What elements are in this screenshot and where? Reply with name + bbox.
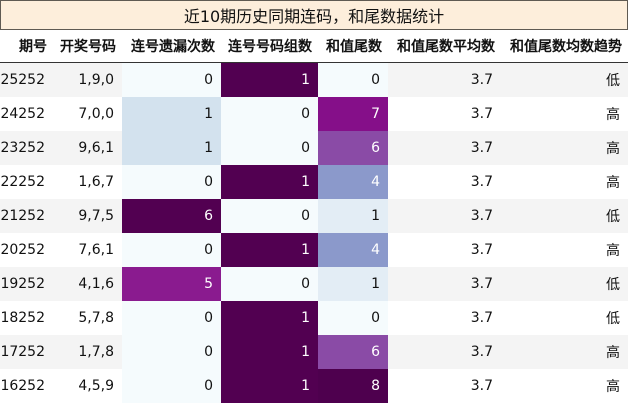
numbers-cell: 1,9,0 bbox=[53, 62, 122, 97]
table-row: 22252 1,6,7 0 1 4 3.7 高 bbox=[0, 165, 628, 199]
groups-cell: 1 bbox=[221, 62, 318, 97]
trend-cell: 低 bbox=[501, 199, 628, 233]
avg-cell: 3.7 bbox=[388, 335, 501, 369]
issue-cell: 19252 bbox=[0, 267, 53, 301]
table-body: 25252 1,9,0 0 1 0 3.7 低 24252 7,0,0 1 0 7 3.7 高 23252 9… bbox=[0, 62, 628, 403]
gap-cell: 0 bbox=[122, 369, 221, 403]
groups-cell: 1 bbox=[221, 233, 318, 267]
trend-cell: 低 bbox=[501, 267, 628, 301]
groups-cell: 1 bbox=[221, 369, 318, 403]
issue-cell: 24252 bbox=[0, 97, 53, 131]
numbers-cell: 4,5,9 bbox=[53, 369, 122, 403]
avg-cell: 3.7 bbox=[388, 97, 501, 131]
avg-cell: 3.7 bbox=[388, 165, 501, 199]
trend-cell: 高 bbox=[501, 131, 628, 165]
tail-cell: 7 bbox=[318, 97, 388, 131]
avg-cell: 3.7 bbox=[388, 199, 501, 233]
numbers-cell: 7,0,0 bbox=[53, 97, 122, 131]
numbers-cell: 7,6,1 bbox=[53, 233, 122, 267]
numbers-cell: 5,7,8 bbox=[53, 301, 122, 335]
tail-cell: 6 bbox=[318, 335, 388, 369]
issue-cell: 25252 bbox=[0, 62, 53, 97]
numbers-cell: 9,7,5 bbox=[53, 199, 122, 233]
issue-cell: 21252 bbox=[0, 199, 53, 233]
gap-cell: 1 bbox=[122, 97, 221, 131]
gap-cell: 1 bbox=[122, 131, 221, 165]
table-row: 19252 4,1,6 5 0 1 3.7 低 bbox=[0, 267, 628, 301]
issue-cell: 22252 bbox=[0, 165, 53, 199]
table-row: 24252 7,0,0 1 0 7 3.7 高 bbox=[0, 97, 628, 131]
issue-cell: 16252 bbox=[0, 369, 53, 403]
avg-cell: 3.7 bbox=[388, 62, 501, 97]
table-row: 16252 4,5,9 0 1 8 3.7 高 bbox=[0, 369, 628, 403]
table-title: 近10期历史同期连码，和尾数据统计 bbox=[0, 0, 628, 30]
table-row: 17252 1,7,8 0 1 6 3.7 高 bbox=[0, 335, 628, 369]
numbers-cell: 1,6,7 bbox=[53, 165, 122, 199]
numbers-cell: 9,6,1 bbox=[53, 131, 122, 165]
groups-cell: 1 bbox=[221, 301, 318, 335]
issue-cell: 17252 bbox=[0, 335, 53, 369]
tail-cell: 0 bbox=[318, 62, 388, 97]
header-numbers: 开奖号码 bbox=[53, 30, 122, 63]
header-trend: 和值尾数均数趋势 bbox=[501, 30, 628, 63]
table-row: 25252 1,9,0 0 1 0 3.7 低 bbox=[0, 62, 628, 97]
header-tail: 和值尾数 bbox=[318, 30, 388, 63]
tail-cell: 6 bbox=[318, 131, 388, 165]
groups-cell: 0 bbox=[221, 131, 318, 165]
gap-cell: 0 bbox=[122, 62, 221, 97]
avg-cell: 3.7 bbox=[388, 233, 501, 267]
issue-cell: 23252 bbox=[0, 131, 53, 165]
table-row: 21252 9,7,5 6 0 1 3.7 低 bbox=[0, 199, 628, 233]
trend-cell: 高 bbox=[501, 97, 628, 131]
gap-cell: 5 bbox=[122, 267, 221, 301]
issue-cell: 20252 bbox=[0, 233, 53, 267]
header-issue: 期号 bbox=[0, 30, 53, 63]
table-row: 20252 7,6,1 0 1 4 3.7 高 bbox=[0, 233, 628, 267]
table-row: 23252 9,6,1 1 0 6 3.7 高 bbox=[0, 131, 628, 165]
header-gap: 连号遗漏次数 bbox=[122, 30, 221, 63]
gap-cell: 6 bbox=[122, 199, 221, 233]
groups-cell: 1 bbox=[221, 165, 318, 199]
stats-table: 期号 开奖号码 连号遗漏次数 连号号码组数 和值尾数 和值尾数平均数 和值尾数均… bbox=[0, 30, 628, 403]
trend-cell: 高 bbox=[501, 165, 628, 199]
avg-cell: 3.7 bbox=[388, 131, 501, 165]
groups-cell: 0 bbox=[221, 97, 318, 131]
numbers-cell: 1,7,8 bbox=[53, 335, 122, 369]
trend-cell: 高 bbox=[501, 369, 628, 403]
trend-cell: 高 bbox=[501, 233, 628, 267]
table-row: 18252 5,7,8 0 1 0 3.7 低 bbox=[0, 301, 628, 335]
avg-cell: 3.7 bbox=[388, 369, 501, 403]
numbers-cell: 4,1,6 bbox=[53, 267, 122, 301]
gap-cell: 0 bbox=[122, 165, 221, 199]
tail-cell: 0 bbox=[318, 301, 388, 335]
avg-cell: 3.7 bbox=[388, 301, 501, 335]
trend-cell: 高 bbox=[501, 335, 628, 369]
tail-cell: 1 bbox=[318, 199, 388, 233]
tail-cell: 4 bbox=[318, 165, 388, 199]
header-row: 期号 开奖号码 连号遗漏次数 连号号码组数 和值尾数 和值尾数平均数 和值尾数均… bbox=[0, 30, 628, 63]
gap-cell: 0 bbox=[122, 301, 221, 335]
trend-cell: 低 bbox=[501, 62, 628, 97]
tail-cell: 1 bbox=[318, 267, 388, 301]
groups-cell: 0 bbox=[221, 267, 318, 301]
issue-cell: 18252 bbox=[0, 301, 53, 335]
tail-cell: 4 bbox=[318, 233, 388, 267]
groups-cell: 1 bbox=[221, 335, 318, 369]
header-groups: 连号号码组数 bbox=[221, 30, 318, 63]
trend-cell: 低 bbox=[501, 301, 628, 335]
gap-cell: 0 bbox=[122, 335, 221, 369]
header-avg: 和值尾数平均数 bbox=[388, 30, 501, 63]
avg-cell: 3.7 bbox=[388, 267, 501, 301]
groups-cell: 0 bbox=[221, 199, 318, 233]
tail-cell: 8 bbox=[318, 369, 388, 403]
gap-cell: 0 bbox=[122, 233, 221, 267]
